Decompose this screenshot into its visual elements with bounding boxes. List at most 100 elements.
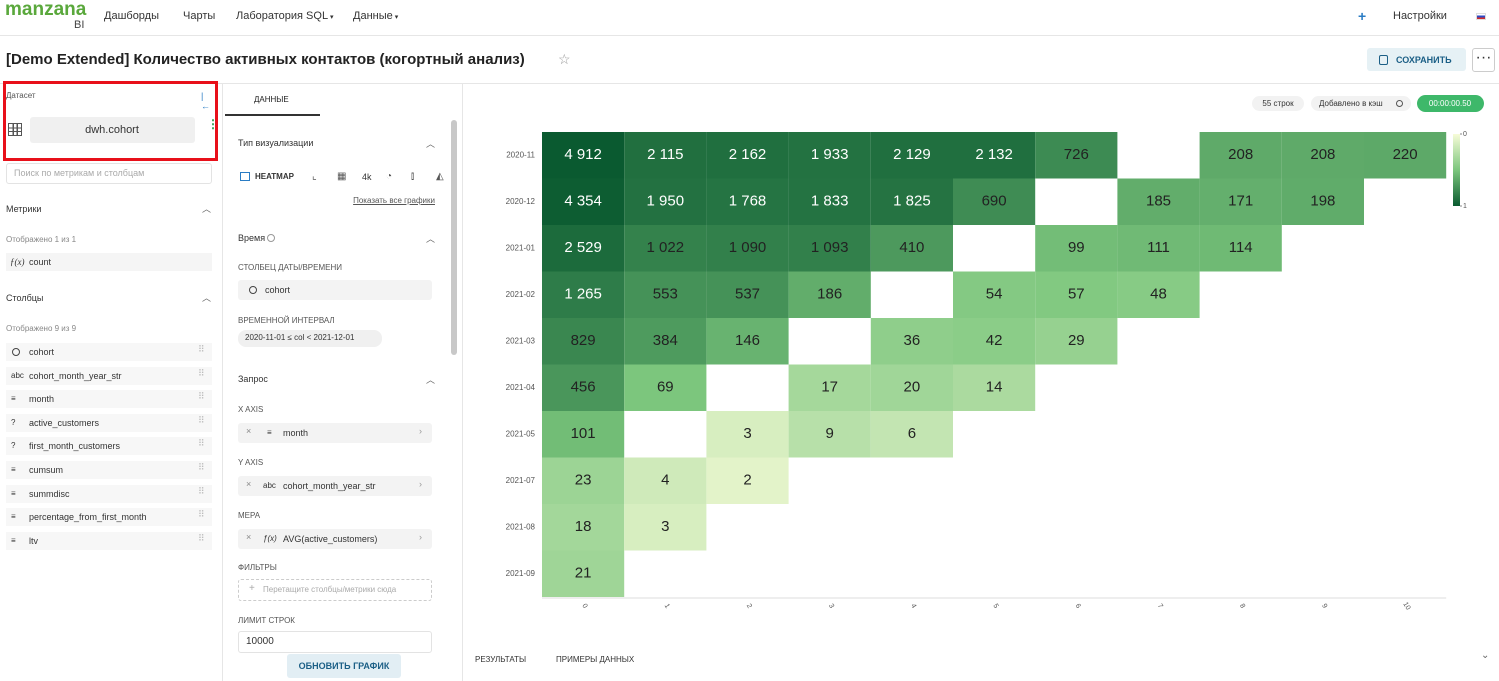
column-icon: ≡ [11, 535, 16, 545]
nav-item[interactable]: Дашборды [104, 10, 159, 22]
heatmap-cell [706, 178, 789, 225]
heatmap-cell [1035, 132, 1118, 179]
nav-item[interactable]: Данные ▾ [353, 10, 399, 22]
viz-option[interactable]: ⫾ [411, 171, 415, 182]
cell-label: 14 [986, 379, 1003, 396]
caret[interactable]: ︿ [202, 293, 212, 303]
tab-underline [225, 114, 320, 116]
heatmap-cell [542, 318, 625, 365]
cell-label: 29 [1068, 332, 1085, 349]
heatmap-cell [953, 132, 1036, 179]
results-tab[interactable]: ПРИМЕРЫ ДАННЫХ [556, 655, 635, 664]
cell-label: 69 [657, 379, 674, 396]
column-row[interactable] [6, 508, 212, 527]
cell-label: 4 [661, 472, 669, 489]
badge[interactable] [1311, 96, 1411, 111]
filter-dropzone[interactable] [238, 579, 432, 601]
language-flag[interactable] [1476, 13, 1486, 20]
caret[interactable]: ︿ [426, 234, 436, 244]
column-row[interactable] [6, 390, 212, 409]
viz-option[interactable]: ▦ [337, 171, 347, 182]
x-tick-label: 6 [1074, 603, 1082, 610]
column-name: cohort [29, 347, 55, 357]
row-limit-select[interactable] [238, 631, 432, 653]
field-label: Y AXIS [238, 458, 264, 467]
viz-option[interactable]: ◭ [436, 171, 444, 182]
field-box[interactable] [238, 476, 432, 496]
field-icon: ƒ(x) [263, 534, 277, 543]
nav-item[interactable]: Чарты [183, 10, 216, 22]
drag-handle: ⠿ [198, 414, 205, 425]
metric-row[interactable] [6, 253, 212, 271]
colorbar [1453, 134, 1460, 206]
dataset-menu[interactable]: ⋮ [207, 117, 219, 131]
collapse-icon[interactable]: |← [201, 91, 210, 111]
heatmap-cell [706, 318, 789, 365]
column-name: ltv [29, 535, 38, 546]
viz-type[interactable]: HEATMAP [255, 172, 294, 181]
column-row[interactable] [6, 343, 212, 361]
caret[interactable]: ︿ [426, 375, 436, 385]
cell-label: 1 833 [811, 193, 849, 210]
remove-icon[interactable]: × [246, 479, 252, 489]
cell-label: 208 [1228, 146, 1253, 163]
drag-handle: ⠿ [198, 391, 205, 402]
add-button[interactable]: + [1358, 8, 1367, 24]
column-row[interactable] [6, 413, 212, 432]
nav-item[interactable]: Лаборатория SQL ▾ [236, 10, 334, 22]
heatmap-cell [1199, 225, 1282, 272]
show-all-link[interactable]: Показать все графики [353, 196, 435, 205]
heatmap-cell [870, 364, 953, 411]
clock-icon [12, 348, 20, 356]
cell-label: 208 [1310, 146, 1335, 163]
page-title: [Demo Extended] Количество активных конт… [6, 51, 525, 68]
field-label: МЕРА [238, 511, 261, 520]
cell-label: 36 [904, 332, 921, 349]
y-tick-label: 2021-02 [506, 290, 536, 299]
column-row[interactable] [6, 461, 212, 479]
remove-icon[interactable]: × [246, 532, 252, 542]
column-row[interactable] [6, 531, 212, 550]
settings-menu[interactable]: Настройки [1393, 10, 1447, 22]
caret[interactable]: ︿ [202, 204, 212, 214]
favorite-star[interactable]: ☆ [558, 51, 571, 67]
dataset-field[interactable] [30, 117, 195, 143]
remove-icon[interactable]: × [246, 426, 252, 436]
viz-option[interactable]: ⌞ [312, 171, 317, 182]
interval-chip[interactable] [238, 330, 382, 347]
info-icon [267, 234, 275, 242]
field-box[interactable] [238, 423, 432, 443]
clock-icon [249, 286, 257, 294]
chevron: › [419, 532, 422, 542]
caret[interactable]: ︿ [426, 139, 436, 149]
cell-label: 1 265 [564, 286, 602, 303]
tab-data[interactable]: ДАННЫЕ [254, 95, 289, 104]
column-row[interactable] [6, 484, 212, 503]
viz-option[interactable]: ◔ [386, 171, 393, 182]
field-value: month [283, 428, 309, 438]
cache-status: Добавлено в кэш [1319, 99, 1383, 108]
heatmap-cell [870, 178, 953, 225]
row-limit-value: 10000 [246, 636, 274, 647]
heatmap-cell [624, 457, 707, 504]
search-box[interactable] [6, 163, 212, 184]
cell-label: 1 768 [729, 193, 767, 210]
more-button[interactable]: ··· [1472, 48, 1495, 72]
update-button[interactable] [287, 654, 401, 678]
cell-label: 20 [904, 379, 921, 396]
results-tab[interactable]: РЕЗУЛЬТАТЫ [475, 655, 527, 664]
column-name: month [29, 394, 55, 405]
column-row[interactable] [6, 366, 212, 385]
column-name: first_month_customers [29, 441, 121, 452]
heatmap-cell [953, 178, 1036, 225]
expand-chevron[interactable]: ⌄ [1481, 650, 1490, 661]
save-button[interactable] [1367, 48, 1466, 71]
heatmap-cell [624, 271, 707, 318]
scrollbar[interactable] [451, 120, 457, 355]
viz-option[interactable]: 4k [362, 172, 372, 182]
column-row[interactable] [6, 437, 212, 456]
field-box[interactable] [238, 529, 432, 549]
field-label: СТОЛБЕЦ ДАТЫ/ВРЕМЕНИ [238, 263, 343, 272]
field-box[interactable] [238, 280, 432, 300]
